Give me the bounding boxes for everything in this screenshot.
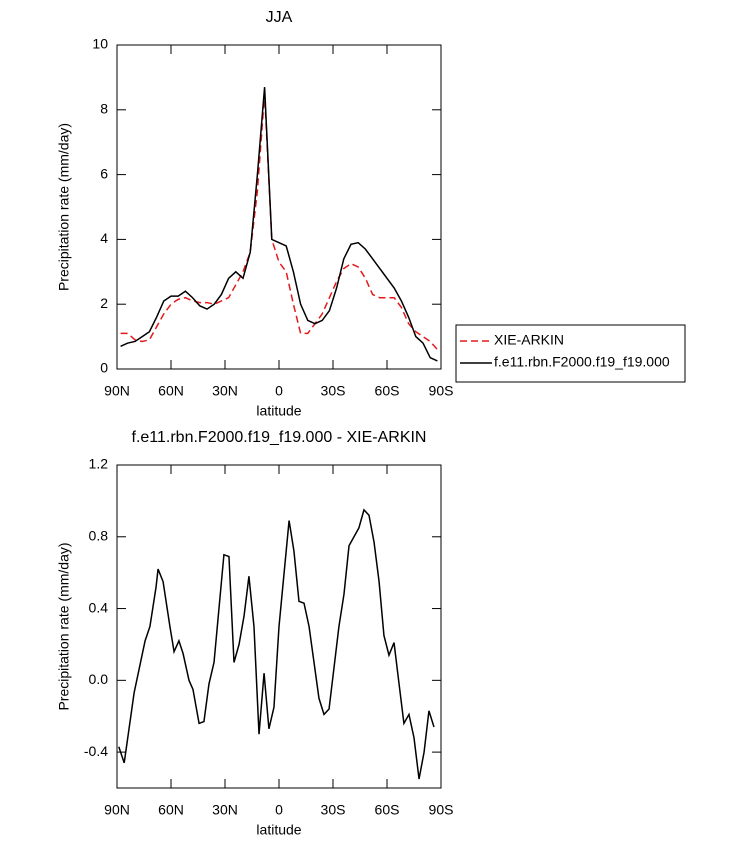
y-tick-label: 10 xyxy=(92,36,108,52)
x-tick-label: 0 xyxy=(275,383,283,399)
data-line xyxy=(120,87,438,362)
y-tick-label: 0.4 xyxy=(89,599,109,615)
x-tick-label: 90S xyxy=(429,802,454,818)
data-line xyxy=(118,508,435,780)
data-line xyxy=(120,93,438,351)
y-tick-label: 0.8 xyxy=(89,527,109,543)
x-tick-label: 60N xyxy=(158,383,184,399)
y-axis-label: Precipitation rate (mm/day) xyxy=(56,123,72,291)
legend-box xyxy=(455,324,686,383)
legend-label: f.e11.rbn.F2000.f19_f19.000 xyxy=(494,354,670,370)
x-tick-label: 30S xyxy=(321,802,346,818)
legend-label: XIE-ARKIN xyxy=(494,332,564,348)
x-tick-label: 30N xyxy=(212,802,238,818)
x-tick-label: 30S xyxy=(321,383,346,399)
y-tick-label: 0.0 xyxy=(89,671,109,687)
y-tick-label: -0.4 xyxy=(84,743,108,759)
x-tick-label: 0 xyxy=(275,802,283,818)
x-axis-label: latitude xyxy=(256,403,301,419)
plot-frame xyxy=(116,44,442,370)
x-tick-label: 90S xyxy=(429,383,454,399)
y-tick-label: 0 xyxy=(100,360,108,376)
y-tick-label: 1.2 xyxy=(89,456,109,472)
y-tick-label: 2 xyxy=(100,295,108,311)
chart-title: f.e11.rbn.F2000.f19_f19.000 - XIE-ARKIN xyxy=(132,429,427,446)
y-tick-label: 6 xyxy=(100,165,108,181)
plot-frame xyxy=(116,464,442,789)
y-tick-label: 4 xyxy=(100,230,108,246)
x-tick-label: 90N xyxy=(104,383,130,399)
x-tick-label: 60S xyxy=(375,802,400,818)
y-axis-label: Precipitation rate (mm/day) xyxy=(56,542,72,710)
x-tick-label: 90N xyxy=(104,802,130,818)
x-tick-label: 60S xyxy=(375,383,400,399)
y-tick-label: 8 xyxy=(100,101,108,117)
chart-title: JJA xyxy=(266,9,293,26)
x-tick-label: 60N xyxy=(158,802,184,818)
x-axis-label: latitude xyxy=(256,822,301,838)
x-tick-label: 30N xyxy=(212,383,238,399)
